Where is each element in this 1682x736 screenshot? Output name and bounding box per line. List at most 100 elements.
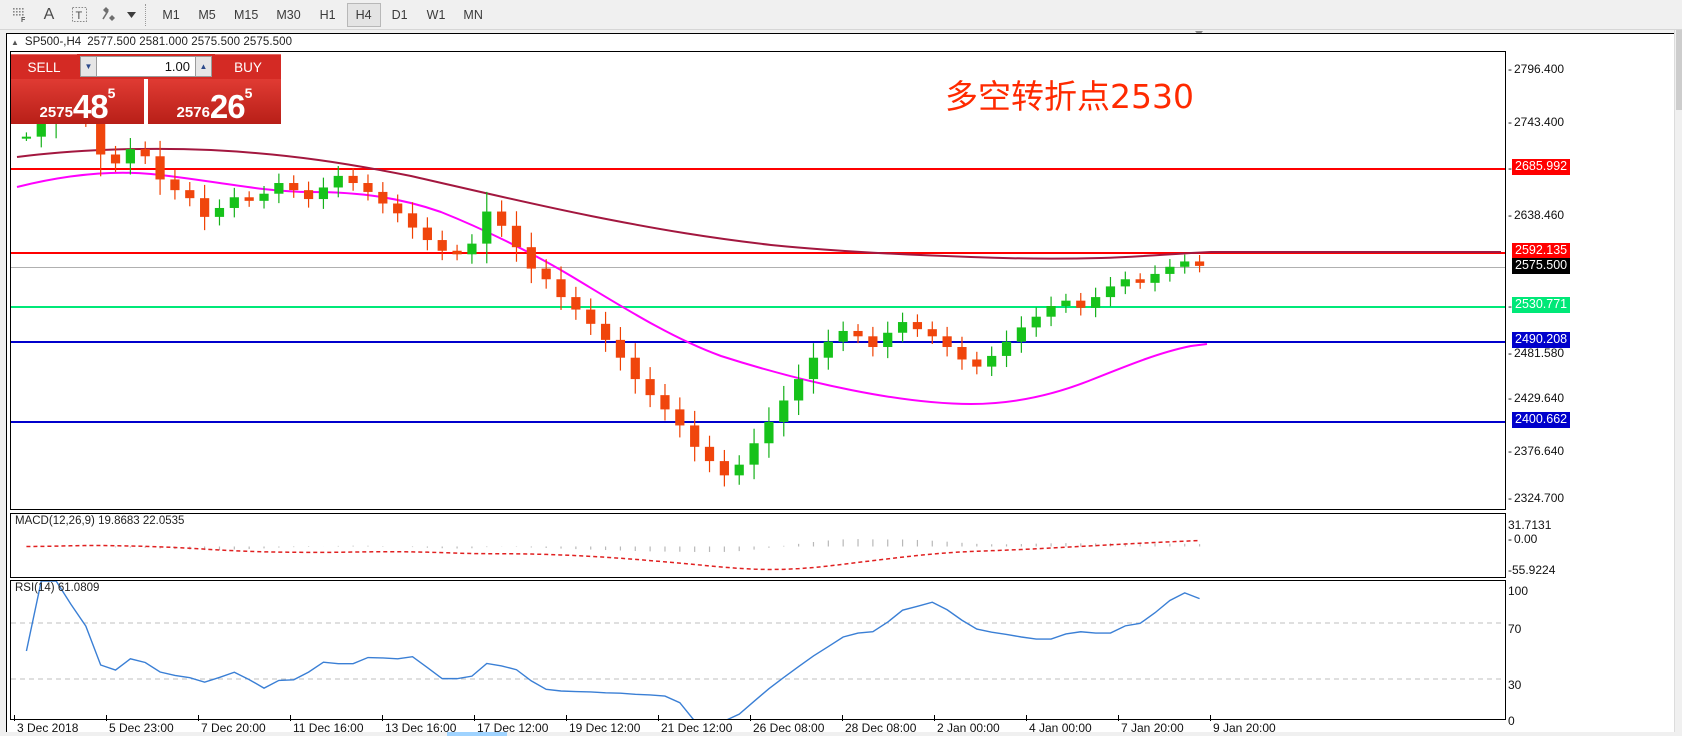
macd-pane[interactable]: MACD(12,26,9) 19.8683 22.0535 — [10, 513, 1506, 578]
price-tag-2685: 2685.992 — [1512, 159, 1571, 175]
sell-price-box[interactable]: 2575 48 5 — [11, 79, 144, 124]
sell-button[interactable]: SELL — [11, 54, 77, 79]
price-tag-current: 2575.500 — [1512, 258, 1571, 274]
volume-decrease-icon[interactable]: ▼ — [80, 56, 97, 77]
candle-body — [407, 213, 418, 228]
candle-body — [1001, 341, 1012, 356]
price-tag-2490: 2490.208 — [1512, 332, 1571, 348]
sell-price-fraction: 5 — [107, 85, 116, 101]
candle-body — [229, 197, 239, 208]
volume-increase-icon[interactable]: ▲ — [195, 56, 212, 77]
main-toolbar: F A T M1 M5 M15 M30 H1 H4 D1 W1 MN — [0, 0, 1682, 30]
volume-input[interactable]: 1.00 — [97, 56, 195, 77]
chart-tab-active[interactable] — [447, 732, 507, 736]
rsi-pane[interactable]: RSI(14) 61.0809 — [10, 580, 1506, 720]
price-tag-2400: 2400.662 — [1512, 412, 1571, 428]
candle-body — [808, 357, 819, 380]
svg-text:F: F — [21, 17, 26, 23]
vertical-scrollbar[interactable] — [1674, 30, 1682, 736]
time-axis-tick — [14, 715, 15, 721]
candle-body — [645, 379, 655, 396]
vertical-scrollbar-thumb[interactable] — [1676, 30, 1682, 110]
candle-body — [1150, 273, 1160, 283]
candle-body — [556, 279, 566, 298]
macd-signal-line — [26, 539, 1200, 571]
candle-body — [318, 187, 329, 200]
chart-annotation-text[interactable]: 多空转折点2530 — [945, 77, 1194, 116]
candle-body — [600, 323, 611, 340]
candle-body — [942, 336, 952, 348]
timeframe-m15[interactable]: M15 — [234, 7, 259, 22]
time-axis-label: 7 Dec 20:00 — [201, 721, 266, 735]
buy-button[interactable]: BUY — [215, 54, 281, 79]
candle-body — [96, 117, 106, 155]
axis-tick-6: -2481.580 — [1508, 346, 1565, 360]
timeframe-m5[interactable]: M5 — [198, 7, 216, 22]
axis-tick-1: -2743.400 — [1508, 115, 1565, 129]
time-axis-tick — [474, 715, 475, 721]
moving-average-magenta-line — [16, 171, 1208, 406]
crosshair-f-icon[interactable]: F — [4, 2, 34, 28]
candle-body — [1135, 279, 1145, 283]
axis-tick-9: -2324.700 — [1508, 491, 1565, 505]
candle-body — [200, 198, 210, 217]
collapse-triangle-icon[interactable]: ▲ — [11, 37, 19, 47]
candle-body — [110, 154, 121, 164]
time-axis-tick — [1118, 715, 1119, 721]
macd-axis-tick-1: -0.00 — [1508, 532, 1538, 546]
timeframe-d1[interactable]: D1 — [391, 7, 408, 22]
resistance-line-2685 — [11, 168, 1505, 170]
candle-body — [244, 197, 254, 201]
candle-body — [155, 156, 165, 180]
price-series — [16, 147, 1501, 406]
one-click-trading-panel[interactable]: SELL ▼ 1.00 ▲ BUY 2575 48 5 2576 26 5 — [11, 54, 281, 124]
candle-body — [586, 309, 596, 324]
toolbar-divider — [145, 3, 146, 26]
time-axis-label: 4 Jan 00:00 — [1029, 721, 1092, 735]
time-axis-tick — [750, 715, 751, 721]
candle-body — [36, 123, 46, 137]
timeframe-h1[interactable]: H1 — [319, 7, 336, 22]
time-axis-label: 21 Dec 12:00 — [661, 721, 733, 735]
rsi-axis-tick-0: 0 — [1508, 714, 1515, 728]
symbol-name: SP500-,H4 — [24, 36, 82, 48]
volume-control[interactable]: ▼ 1.00 ▲ — [77, 54, 215, 79]
timeframe-m30[interactable]: M30 — [276, 7, 301, 22]
time-axis-label: 19 Dec 12:00 — [569, 721, 641, 735]
timeframe-h4[interactable]: H4 — [346, 2, 381, 27]
candle-body — [333, 175, 343, 188]
objects-tool-icon[interactable] — [94, 2, 124, 28]
buy-price-main: 26 — [209, 88, 246, 125]
text-label-tool-icon[interactable]: T — [64, 2, 94, 28]
moving-average-crimson-line — [16, 147, 1501, 260]
time-axis-tick — [934, 715, 935, 721]
time-axis-label: 9 Jan 20:00 — [1213, 721, 1276, 735]
rsi-axis-tick-70: 70 — [1508, 622, 1522, 636]
time-axis-tick — [106, 715, 107, 721]
candle-body — [853, 330, 863, 337]
price-axis[interactable]: -2796.400 -2743.400 -2691.460 -2638.460 … — [1508, 51, 1674, 728]
resistance-line-2592 — [11, 252, 1505, 254]
buy-price-box[interactable]: 2576 26 5 — [148, 79, 281, 124]
current-price-line — [11, 267, 1505, 268]
support-line-2490 — [11, 341, 1505, 343]
candle-body — [1105, 286, 1116, 298]
candle-body — [883, 332, 893, 348]
price-chart-pane[interactable] — [10, 51, 1506, 510]
candle-body — [972, 359, 982, 367]
time-axis-tick — [198, 715, 199, 721]
candle-body — [719, 461, 729, 476]
timeframe-w1[interactable]: W1 — [426, 7, 446, 22]
timeframe-m1[interactable]: M1 — [162, 7, 180, 22]
time-axis[interactable]: 3 Dec 2018 5 Dec 23:00 7 Dec 20:00 11 Dec 1… — [10, 715, 1506, 735]
timeframe-mn[interactable]: MN — [463, 7, 483, 22]
rsi-axis-tick-100: 100 — [1508, 584, 1529, 598]
trade-panel-controls: SELL ▼ 1.00 ▲ BUY — [11, 54, 281, 79]
objects-dropdown-caret-icon[interactable] — [124, 2, 138, 28]
candle-body — [467, 243, 477, 255]
text-tool-icon[interactable]: A — [43, 5, 55, 23]
candle-body — [170, 179, 180, 191]
rsi-label: RSI(14) 61.0809 — [15, 582, 100, 594]
candle-body — [393, 203, 403, 214]
